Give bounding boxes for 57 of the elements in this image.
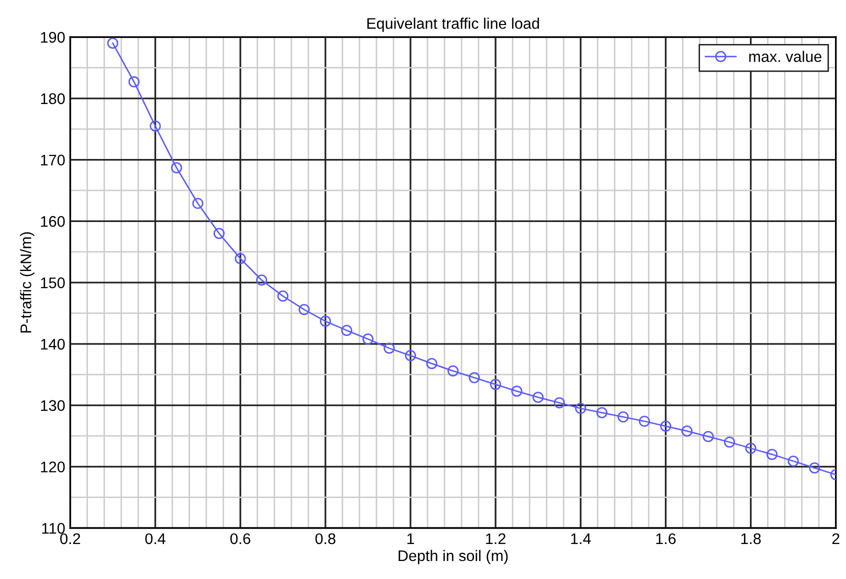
chart-title: Equivelant traffic line load [367,18,539,32]
point [320,316,331,327]
point [618,411,629,423]
point [234,253,246,264]
y-tick-label: 140 [41,338,65,350]
x-tick-label: 0.4 [145,533,166,544]
point [575,402,586,414]
point [192,198,204,209]
x-tick-label: 1 [407,533,414,544]
x-tick-label: 0.6 [230,533,250,544]
y-tick-label: 130 [41,400,65,411]
point [107,38,118,49]
point [532,392,544,403]
point [554,397,565,408]
point [384,342,395,354]
point [150,120,161,132]
point [426,358,438,370]
point [404,350,416,362]
x-tick-label: 0.2 [60,533,80,544]
y-tick-label: 180 [41,93,65,104]
x-tick-label: 1.2 [486,533,506,544]
y-tick-label: 120 [41,462,65,472]
point [362,333,374,345]
x-tick-label: 1.8 [741,533,761,544]
point [298,304,310,316]
point [468,372,480,384]
point [702,431,714,442]
point [724,436,736,448]
point [171,162,182,174]
x-tick-label: 0.8 [315,533,336,544]
point [681,426,693,437]
y-tick-label: 110 [42,522,65,534]
point [511,386,522,397]
point [809,462,820,474]
point [128,76,140,88]
x-axis-title: Depth in soil (m) [398,550,508,564]
x-tick-label: 1.4 [571,533,591,544]
y-tick-label: 150 [41,277,65,288]
point [490,378,502,390]
point [341,324,352,336]
point [447,365,459,376]
y-tick-label: 170 [41,154,65,166]
point [277,290,288,302]
point [660,420,672,432]
x-tick-label: 1.6 [656,533,676,544]
y-tick-label: 190 [41,32,65,43]
y-tick-label: 160 [41,216,65,227]
point [256,274,268,286]
y-axis-title: P-traffic (kN/m) [20,232,34,333]
point [766,448,778,460]
point [788,456,799,467]
legend-label: max. value [749,50,822,62]
point [638,416,650,427]
x-tick-label: 2 [832,533,840,544]
point [214,228,225,240]
point [745,442,756,454]
point [596,407,608,418]
